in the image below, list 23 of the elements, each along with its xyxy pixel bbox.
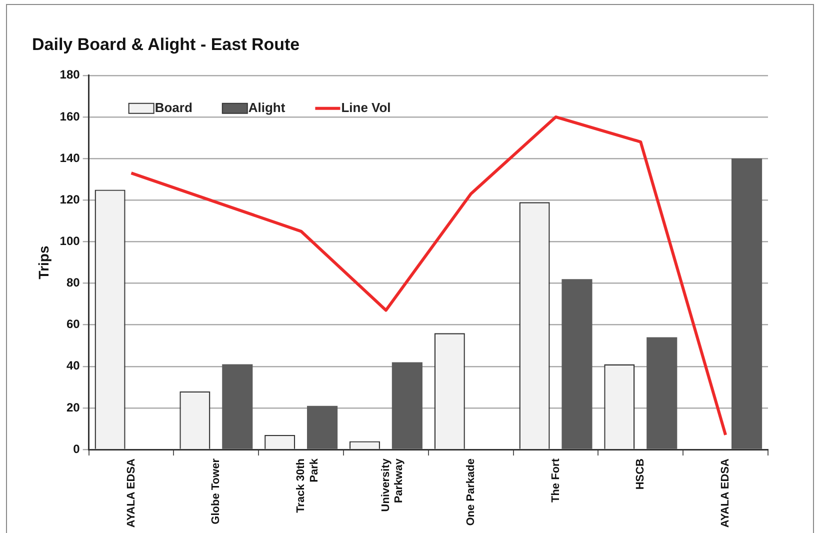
y-tick-label: 60 [66, 317, 80, 332]
x-tick-label: AYALA EDSA [125, 458, 138, 528]
y-tick-label: 100 [60, 234, 80, 248]
y-tick-label: 160 [60, 109, 80, 124]
x-tick-label: Globe Tower [210, 458, 222, 524]
x-tick-label: AYALA EDSA [720, 458, 732, 528]
x-tick-label: University Parkway [380, 458, 406, 512]
y-tick-label: 40 [66, 358, 80, 373]
x-tick-label: One Parkade [464, 458, 477, 526]
x-tick-label: HSCB [634, 458, 647, 490]
legend-label: Line Vol [341, 100, 391, 115]
legend-label: Board [154, 100, 192, 115]
y-axis-title: Trips [35, 246, 52, 280]
y-tick-label: 180 [60, 68, 80, 82]
y-tick-label: 80 [66, 276, 80, 290]
y-tick-label: 20 [66, 400, 80, 414]
x-tick-label: The Fort [550, 458, 562, 503]
y-tick-label: 140 [60, 150, 80, 165]
chart-title: Daily Board & Alight - East Route [32, 34, 300, 54]
y-tick-label: 0 [73, 442, 80, 456]
x-tick-label: Track 30th Park [295, 458, 320, 513]
y-tick-label: 120 [60, 192, 80, 206]
legend-label: Alight [248, 100, 286, 115]
